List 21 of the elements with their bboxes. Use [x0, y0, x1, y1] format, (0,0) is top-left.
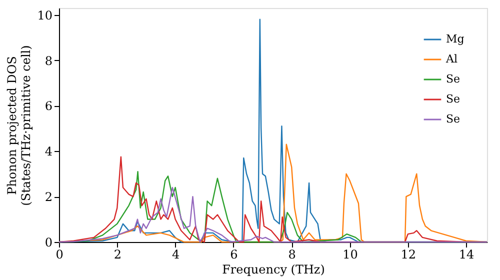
- y-tick-label: 8: [44, 54, 52, 68]
- y-axis-title: Phonon projected DOS (States/THz·primitive cell): [5, 45, 34, 206]
- x-tick-label: 10: [342, 248, 358, 262]
- y-tick-label: 6: [44, 99, 52, 114]
- x-tick-label: 8: [288, 248, 296, 262]
- x-axis-title: Frequency (THz): [222, 262, 325, 276]
- x-tick-label: 12: [400, 248, 416, 262]
- x-tick-label: 14: [458, 248, 475, 262]
- x-tick-label: 6: [230, 248, 238, 262]
- y-tick-label: 10: [37, 8, 52, 22]
- y-tick-label: 4: [44, 144, 53, 159]
- legend-label: Se: [446, 112, 460, 126]
- legend-label: Al: [445, 52, 458, 66]
- y-tick-label: 2: [44, 190, 52, 204]
- x-tick-label: 4: [172, 248, 180, 262]
- x-tick-label: 0: [56, 248, 64, 262]
- x-tick-label: 2: [114, 248, 122, 262]
- legend-label: Se: [446, 92, 460, 106]
- legend-label: Se: [446, 72, 460, 86]
- y-tick-label: 0: [44, 236, 52, 250]
- legend-label: Mg: [446, 32, 464, 46]
